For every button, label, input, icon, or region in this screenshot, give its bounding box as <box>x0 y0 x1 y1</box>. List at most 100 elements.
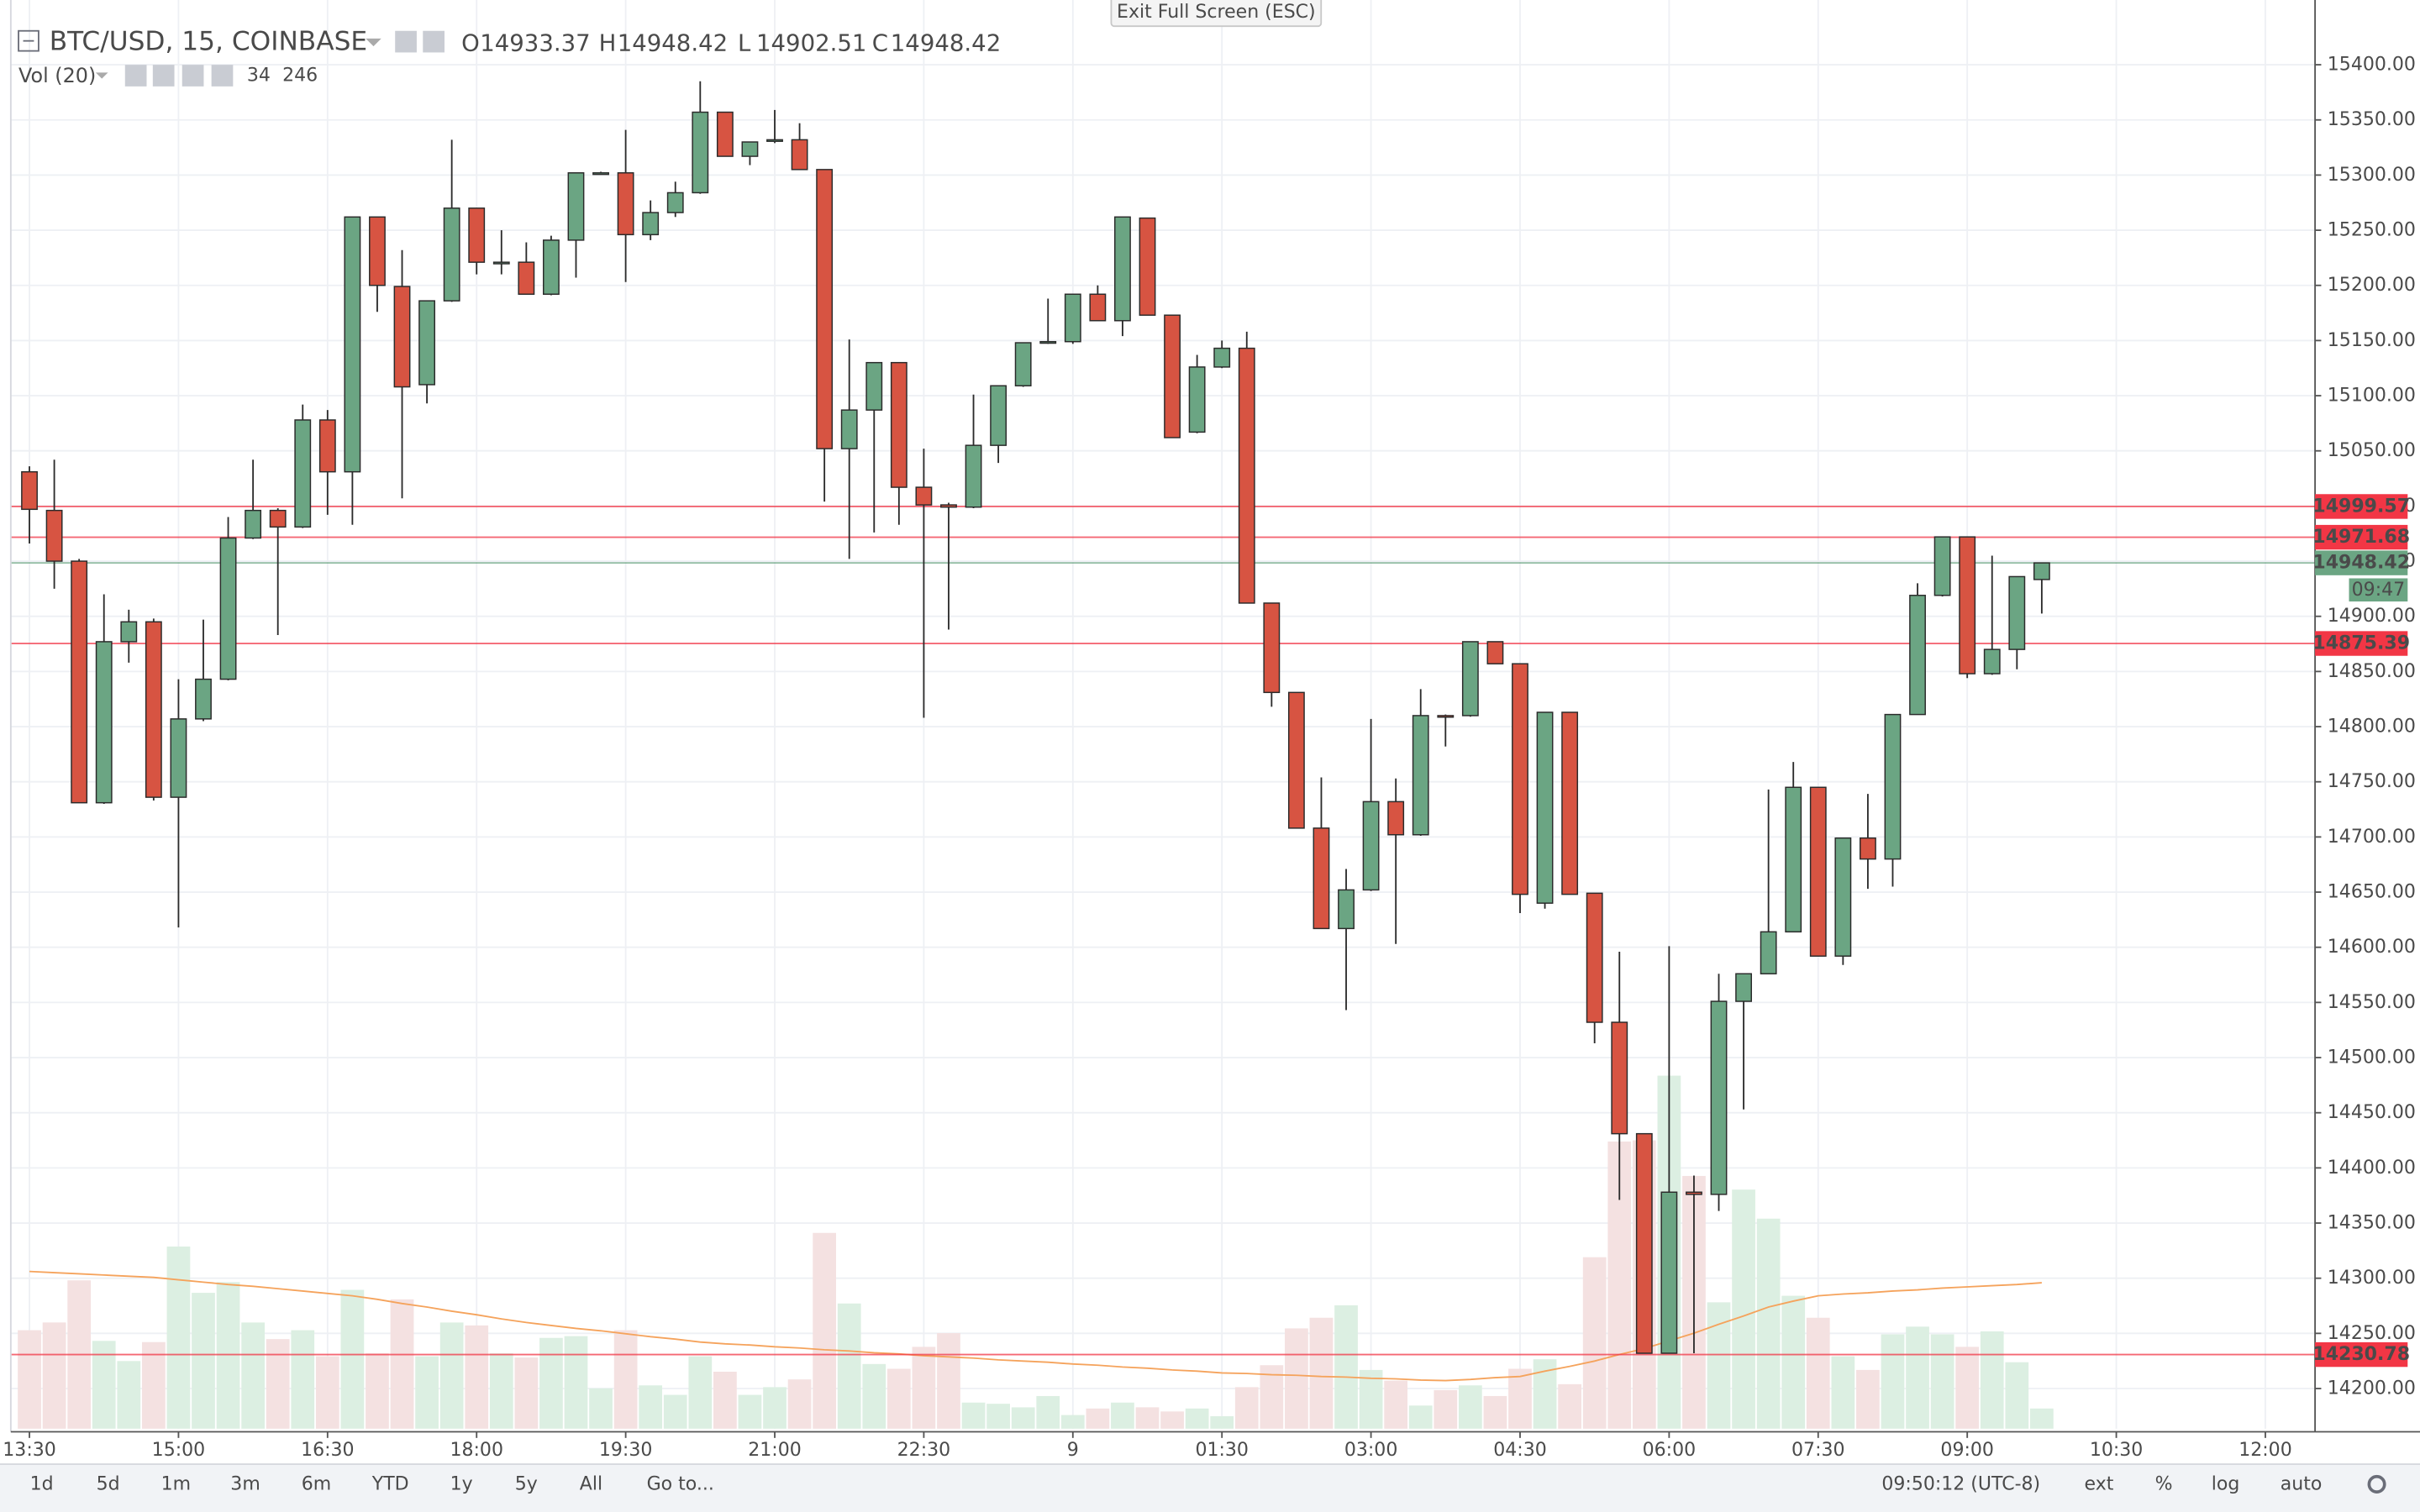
y-tick-label: 14650.00 <box>2328 882 2416 903</box>
range-button[interactable]: YTD <box>371 1473 409 1494</box>
candle-body <box>1338 889 1355 930</box>
y-tick-label: 14400.00 <box>2328 1158 2416 1179</box>
volume-bar <box>1011 1407 1035 1429</box>
candle-body <box>617 172 634 236</box>
candle-body <box>219 537 237 680</box>
candle-body <box>418 300 436 386</box>
collapse-icon[interactable] <box>18 29 39 52</box>
add-icon[interactable] <box>182 65 204 87</box>
countdown: 09:47 <box>2352 580 2406 601</box>
symbol-title: BTC/USD, 15, COINBASE <box>50 27 367 57</box>
candle-body <box>766 139 783 142</box>
gear[interactable] <box>2367 1474 2386 1494</box>
candle-body <box>1263 602 1281 694</box>
candle-body <box>642 212 660 236</box>
candle-body <box>1859 837 1876 860</box>
dropdown-arrow[interactable] <box>95 72 108 79</box>
fullscreen-hint-box <box>1110 0 1323 28</box>
volume-bar <box>1260 1365 1284 1429</box>
option-button[interactable]: auto <box>2281 1473 2323 1494</box>
range-button[interactable]: 6m <box>302 1473 331 1494</box>
candle-body <box>1387 801 1405 836</box>
candle-body <box>71 560 88 804</box>
volume-bar <box>1980 1331 2004 1429</box>
volume-bar <box>340 1289 365 1429</box>
price-lines <box>10 506 2316 1356</box>
ohlc-letter: H <box>599 29 617 56</box>
x-tick-label: 06:00 <box>1643 1440 1697 1461</box>
volume-bar <box>92 1341 116 1429</box>
range-button[interactable]: 1d <box>30 1473 54 1494</box>
volume-bar <box>1210 1415 1234 1429</box>
candle-body <box>2033 562 2050 580</box>
last-price-line-label-box <box>2315 550 2408 575</box>
volume-bar <box>117 1361 141 1429</box>
goto-button[interactable]: Go to... <box>647 1473 714 1494</box>
range-button[interactable]: 5d <box>97 1473 120 1494</box>
x-tick-label: 10:30 <box>2090 1440 2144 1461</box>
x-tick-label: 15:00 <box>152 1440 206 1461</box>
range-button[interactable]: 5y <box>515 1473 538 1494</box>
last-price-line-label: 14948.42 <box>2312 553 2410 574</box>
candle-body <box>1213 347 1231 368</box>
candle-body <box>1164 314 1181 438</box>
y-tick-label: 14450.00 <box>2328 1102 2416 1123</box>
range-button[interactable]: 1y <box>450 1473 473 1494</box>
candle-body <box>1287 691 1305 829</box>
volume-bar <box>1458 1385 1482 1429</box>
candle-body <box>1735 973 1753 1002</box>
candle-body <box>865 361 883 411</box>
volume-bar <box>141 1341 166 1429</box>
candle-body <box>1686 1191 1702 1195</box>
fullscreen-hint: Exit Full Screen (ESC) <box>1117 2 1316 23</box>
candle-body <box>1139 217 1156 316</box>
volume-bar <box>216 1282 240 1429</box>
volume-bar <box>1309 1317 1334 1429</box>
settings-icon[interactable] <box>2367 1474 2386 1494</box>
volume-value: 34 <box>247 66 271 87</box>
gear-icon[interactable] <box>423 30 445 53</box>
candle-body <box>1959 536 1976 675</box>
option-button[interactable]: ext <box>2085 1473 2114 1494</box>
candle-body <box>1461 641 1479 717</box>
eye-icon[interactable] <box>395 30 417 53</box>
volume-bar <box>912 1347 936 1429</box>
volume-ma-value: 246 <box>282 66 318 87</box>
range-button[interactable]: 1m <box>161 1473 191 1494</box>
y-tick-label: 15100.00 <box>2328 386 2416 407</box>
volume-bar <box>1060 1415 1085 1429</box>
volume-bar <box>1483 1395 1507 1429</box>
y-tick-label: 15250.00 <box>2328 220 2416 241</box>
candle-body <box>45 509 63 562</box>
volume-bar <box>1856 1369 1880 1429</box>
y-tick-label: 14350.00 <box>2328 1213 2416 1234</box>
candle-body <box>1512 663 1528 895</box>
candle-body <box>1809 786 1827 957</box>
candle-body <box>692 111 709 194</box>
range-button[interactable]: 3m <box>230 1473 260 1494</box>
y-tick-label: 14550.00 <box>2328 992 2416 1013</box>
option-button[interactable]: % <box>2155 1473 2173 1494</box>
gear-icon[interactable] <box>152 65 175 87</box>
volume-ma-line <box>29 1270 2042 1382</box>
close-icon[interactable] <box>211 65 234 87</box>
volume-bar <box>42 1322 66 1429</box>
legend-header: BTC/USD, 15, COINBASE Vol (20) O 14933.37… <box>18 27 1001 87</box>
candle-body <box>1039 340 1057 344</box>
candle-body <box>1561 711 1579 895</box>
y-tick-label: 15050.00 <box>2328 440 2416 461</box>
volume-bar <box>1881 1334 1905 1429</box>
x-tick-label: 22:30 <box>897 1440 951 1461</box>
volume-bar <box>663 1394 687 1429</box>
volume-bar <box>1086 1408 1110 1429</box>
range-button[interactable]: All <box>580 1473 602 1494</box>
volume-bar <box>1806 1317 1830 1429</box>
candle-body <box>2008 575 2026 650</box>
candle-body <box>1486 641 1504 664</box>
y-tick-label: 14700.00 <box>2328 827 2416 848</box>
dropdown-arrow[interactable] <box>366 38 381 47</box>
volume-bar <box>1234 1387 1259 1429</box>
option-button[interactable]: log <box>2212 1473 2240 1494</box>
eye-icon[interactable] <box>124 65 147 87</box>
